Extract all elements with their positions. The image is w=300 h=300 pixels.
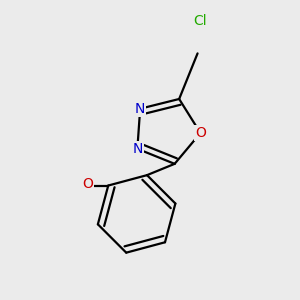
- Text: N: N: [135, 102, 146, 116]
- Text: O: O: [82, 177, 93, 191]
- Text: O: O: [195, 126, 206, 140]
- Text: Cl: Cl: [194, 14, 207, 28]
- Text: N: N: [132, 142, 142, 156]
